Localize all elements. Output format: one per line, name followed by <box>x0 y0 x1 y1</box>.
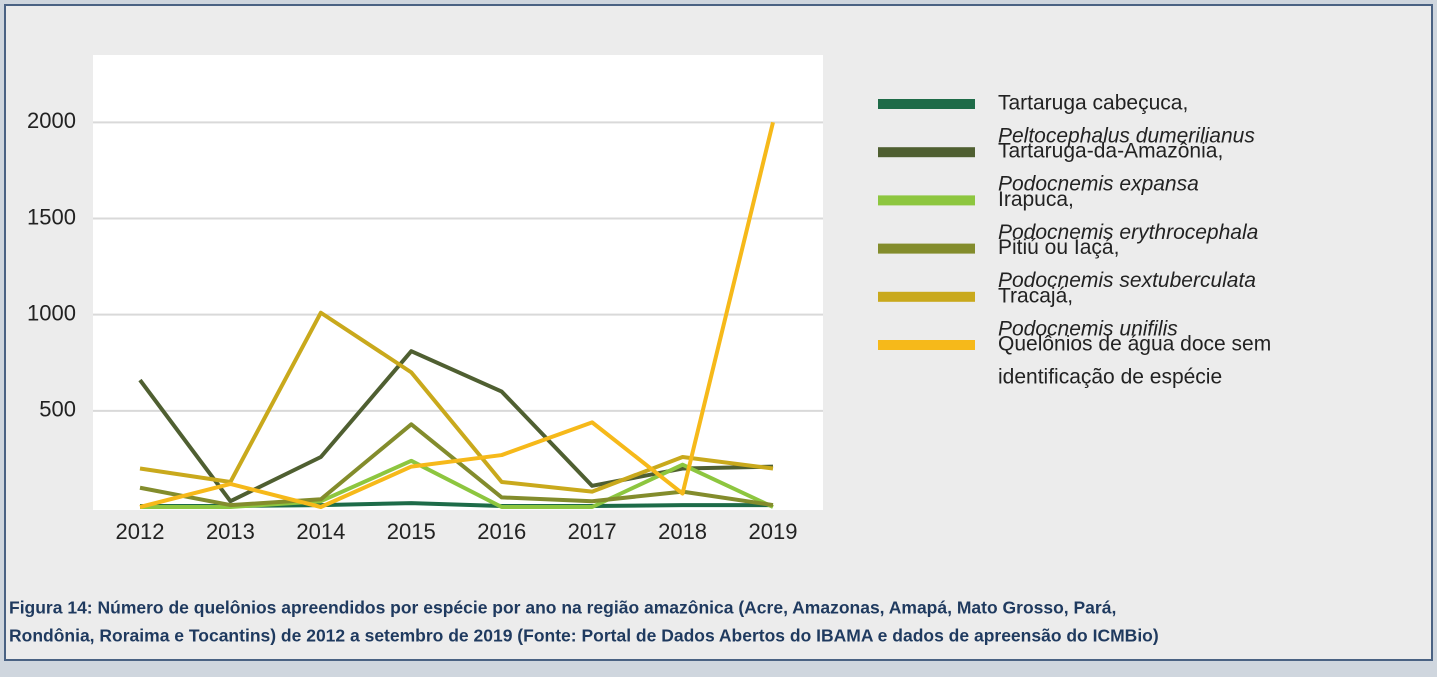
x-tick-label: 2019 <box>749 519 798 544</box>
y-tick-label: 1500 <box>27 204 76 229</box>
x-tick-label: 2016 <box>477 519 526 544</box>
x-tick-label: 2015 <box>387 519 436 544</box>
x-tick-label: 2017 <box>568 519 617 544</box>
caption: Rondônia, Roraima e Tocantins) de 2012 a… <box>9 626 1159 646</box>
legend-label: Irapuca, <box>998 188 1074 211</box>
legend-label: Tracajá, <box>998 284 1073 307</box>
series-line <box>139 310 774 494</box>
legend-label: Tartaruga cabeçuca, <box>998 92 1188 115</box>
x-tick-label: 2018 <box>658 519 707 544</box>
series-line <box>139 121 775 509</box>
legend-label: identificação de espécie <box>998 366 1222 389</box>
legend-swatch <box>878 340 975 350</box>
plot-area <box>93 55 823 510</box>
x-tick-label: 2013 <box>206 519 255 544</box>
legend-label: Podocnemis sextuberculata <box>998 269 1256 292</box>
x-tick-label: 2012 <box>116 519 165 544</box>
legend-label: Quelônios de água doce sem <box>998 333 1271 356</box>
y-tick-label: 2000 <box>27 108 76 133</box>
legend-label: Peltocephalus dumerilianus <box>998 125 1255 148</box>
caption: Figura 14: Número de quelônios apreendid… <box>9 598 1116 618</box>
x-tick-label: 2014 <box>296 519 345 544</box>
legend-swatch <box>878 291 975 302</box>
legend-label: Podocnemis expansa <box>998 173 1199 196</box>
legend-swatch <box>878 99 975 109</box>
y-tick-label: 500 <box>39 397 76 422</box>
legend-swatch <box>878 147 975 158</box>
y-tick-label: 1000 <box>27 300 76 325</box>
legend-swatch <box>878 243 975 254</box>
legend-label: Pitiú ou Iaçá, <box>998 236 1119 259</box>
legend-swatch <box>878 195 975 206</box>
legend-label: Podocnemis unifilis <box>998 317 1178 340</box>
legend-label: Tartaruga-da-Amazônia, <box>998 140 1223 163</box>
legend-label: Podocnemis erythrocephala <box>998 221 1258 244</box>
